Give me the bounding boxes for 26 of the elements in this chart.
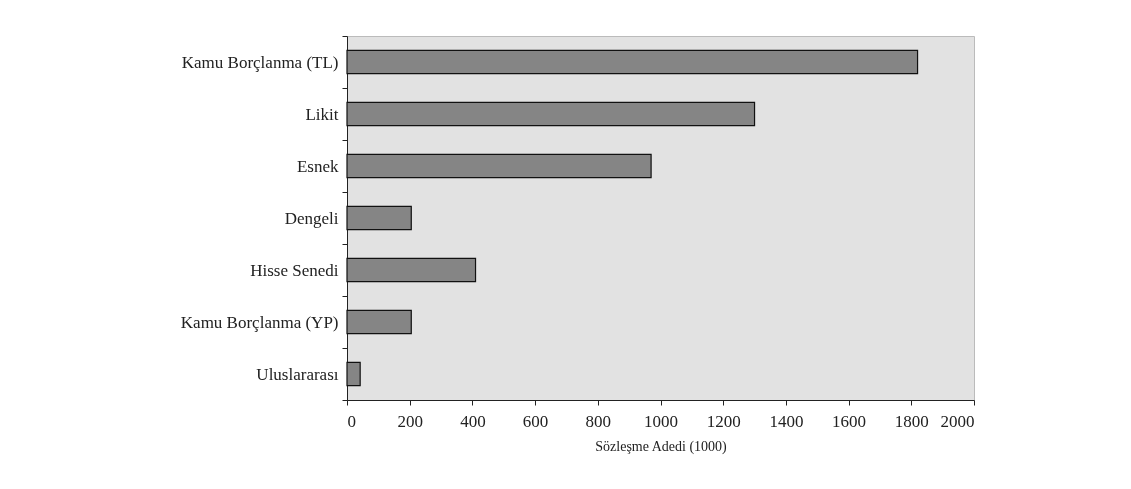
bar bbox=[346, 49, 919, 75]
x-tick-label: 400 bbox=[460, 411, 486, 431]
bar bbox=[346, 205, 412, 231]
x-tick-label: 1800 bbox=[894, 411, 929, 431]
y-tick-label: Esnek bbox=[296, 156, 339, 176]
x-tick-label: 1600 bbox=[832, 411, 867, 431]
y-tick-label: Uluslararası bbox=[256, 364, 339, 384]
y-tick-label: Kamu Borçlanma (TL) bbox=[181, 52, 339, 72]
bar bbox=[346, 309, 412, 335]
y-tick-label: Hisse Senedi bbox=[250, 260, 339, 280]
bar bbox=[346, 101, 756, 127]
x-tick-label: 1200 bbox=[706, 411, 741, 431]
x-tick-label: 2000 bbox=[940, 411, 975, 431]
y-tick-label: Likit bbox=[305, 104, 339, 124]
x-tick-label: 200 bbox=[397, 411, 423, 431]
y-tick-label: Kamu Borçlanma (YP) bbox=[180, 312, 339, 332]
x-tick-label: 600 bbox=[522, 411, 549, 431]
x-tick-label: 1400 bbox=[769, 411, 804, 431]
bar bbox=[346, 257, 477, 283]
x-axis-title: Sözleşme Adedi (1000) bbox=[595, 438, 728, 455]
bar bbox=[346, 361, 361, 387]
x-tick-label: 800 bbox=[585, 411, 612, 431]
x-tick-label: 0 bbox=[347, 411, 356, 431]
y-tick-label: Dengeli bbox=[284, 208, 339, 228]
bar bbox=[346, 153, 652, 179]
x-tick-label: 1000 bbox=[644, 411, 678, 431]
